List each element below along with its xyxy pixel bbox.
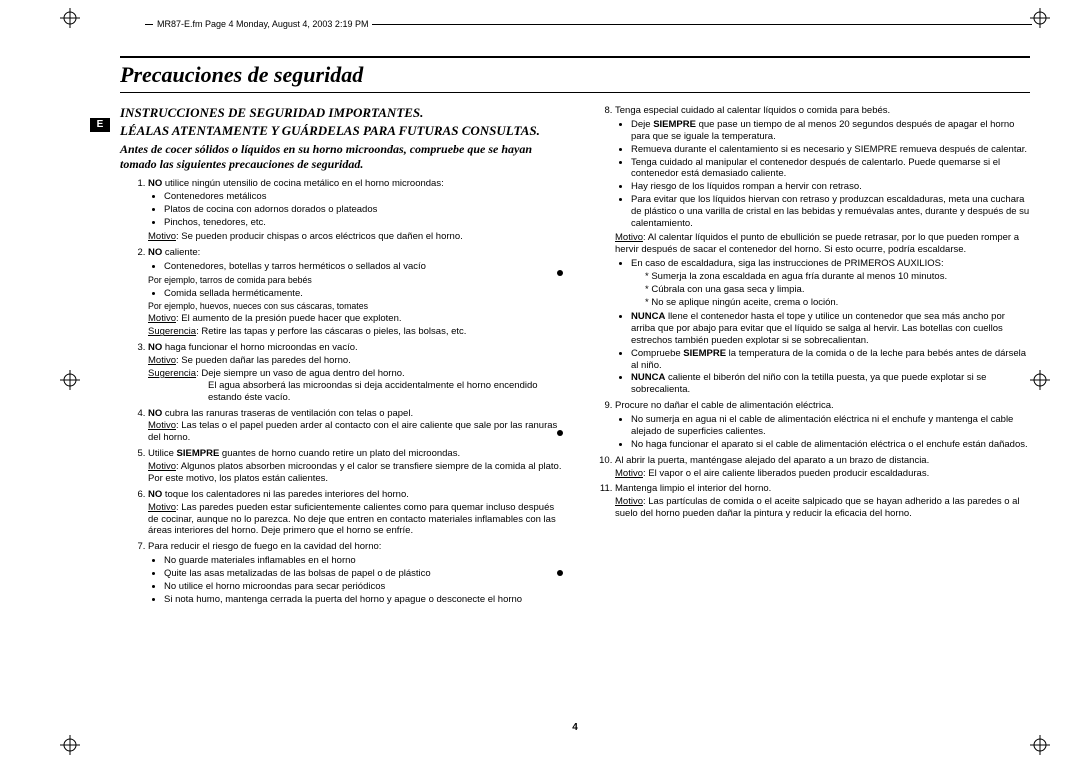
sub-item: Comida sellada herméticamente. xyxy=(164,288,563,300)
sub-item: Quite las asas metalizadas de las bolsas… xyxy=(164,568,563,580)
sub-item: Si nota humo, mantenga cerrada la puerta… xyxy=(164,594,563,606)
crop-mark-br xyxy=(1030,735,1050,755)
sub-item: NUNCA caliente el biberón del niño con l… xyxy=(631,372,1030,396)
item-4: NO cubra las ranuras traseras de ventila… xyxy=(148,408,563,445)
header-bar: MR87-E.fm Page 4 Monday, August 4, 2003 … xyxy=(145,18,1032,30)
sub-item: Compruebe SIEMPRE la temperatura de la c… xyxy=(631,348,1030,372)
item-3: NO haga funcionar el horno microondas en… xyxy=(148,342,563,403)
right-column: Tenga especial cuidado al calentar líqui… xyxy=(587,105,1030,610)
left-column: INSTRUCCIONES DE SEGURIDAD IMPORTANTES. … xyxy=(120,105,563,610)
item-1: NO utilice ningún utensilio de cocina me… xyxy=(148,178,563,243)
sub-item: Contenedores, botellas y tarros hermétic… xyxy=(164,261,563,273)
item-2: NO caliente: Contenedores, botellas y ta… xyxy=(148,247,563,338)
item-11: Mantenga limpio el interior del horno. M… xyxy=(615,483,1030,520)
language-tab: E xyxy=(90,118,110,132)
crop-mark-mr xyxy=(1030,370,1050,390)
main-list-right: Tenga especial cuidado al calentar líqui… xyxy=(587,105,1030,520)
title-rule xyxy=(120,92,1030,93)
sub-item: NUNCA llene el contenedor hasta el tope … xyxy=(631,311,1030,347)
sub-item: Tenga cuidado al manipular el contenedor… xyxy=(631,157,1030,181)
sub-item: Platos de cocina con adornos dorados o p… xyxy=(164,204,563,216)
sub-item: Deje SIEMPRE que pase un tiempo de al me… xyxy=(631,119,1030,143)
note: Por ejemplo, huevos, nueces con sus cásc… xyxy=(148,301,563,312)
sub2-item: No se aplique ningún aceite, crema o loc… xyxy=(645,297,1030,309)
crop-mark-bl xyxy=(60,735,80,755)
divider-dot xyxy=(557,270,563,276)
sub-item: Pinchos, tenedores, etc. xyxy=(164,217,563,229)
item-9: Procure no dañar el cable de alimentació… xyxy=(615,400,1030,451)
item-10: Al abrir la puerta, manténgase alejado d… xyxy=(615,455,1030,480)
sub-item: En caso de escaldadura, siga las instruc… xyxy=(631,258,1030,310)
item-5: Utilice SIEMPRE guantes de horno cuando … xyxy=(148,448,563,485)
sugerencia-cont: El agua absorberá las microondas si deja… xyxy=(148,380,563,404)
page-number: 4 xyxy=(120,722,1030,733)
page-content: E Precauciones de seguridad INSTRUCCIONE… xyxy=(120,56,1030,733)
intro-text: Antes de cocer sólidos o líquidos en su … xyxy=(120,142,563,172)
note: Por ejemplo, tarros de comida para bebés xyxy=(148,275,563,286)
sub-item: No haga funcionar el aparato si el cable… xyxy=(631,439,1030,451)
sub2-item: Cúbrala con una gasa seca y limpia. xyxy=(645,284,1030,296)
item-7: Para reducir el riesgo de fuego en la ca… xyxy=(148,541,563,605)
sub2-item: Sumerja la zona escaldada en agua fría d… xyxy=(645,271,1030,283)
crop-mark-tl xyxy=(60,8,80,28)
sub-item: Hay riesgo de los líquidos rompan a herv… xyxy=(631,181,1030,193)
sub-item: No sumerja en agua ni el cable de alimen… xyxy=(631,414,1030,438)
sub-item: No utilice el horno microondas para seca… xyxy=(164,581,563,593)
subtitle-1: INSTRUCCIONES DE SEGURIDAD IMPORTANTES. xyxy=(120,105,563,121)
subtitle-2: LÉALAS ATENTAMENTE Y GUÁRDELAS PARA FUTU… xyxy=(120,123,563,139)
title-rule xyxy=(120,56,1030,58)
divider-dot xyxy=(557,430,563,436)
sub-item: Contenedores metálicos xyxy=(164,191,563,203)
item-8: Tenga especial cuidado al calentar líqui… xyxy=(615,105,1030,396)
page-title: Precauciones de seguridad xyxy=(120,60,1030,92)
main-list-left: NO utilice ningún utensilio de cocina me… xyxy=(120,178,563,606)
sub-item: Para evitar que los líquidos hiervan con… xyxy=(631,194,1030,230)
crop-mark-tr xyxy=(1030,8,1050,28)
header-file-info: MR87-E.fm Page 4 Monday, August 4, 2003 … xyxy=(153,19,372,29)
sub-item: No guarde materiales inflamables en el h… xyxy=(164,555,563,567)
divider-dot xyxy=(557,570,563,576)
crop-mark-ml xyxy=(60,370,80,390)
sub-item: Remueva durante el calentamiento si es n… xyxy=(631,144,1030,156)
item-6: NO toque los calentadores ni las paredes… xyxy=(148,489,563,538)
